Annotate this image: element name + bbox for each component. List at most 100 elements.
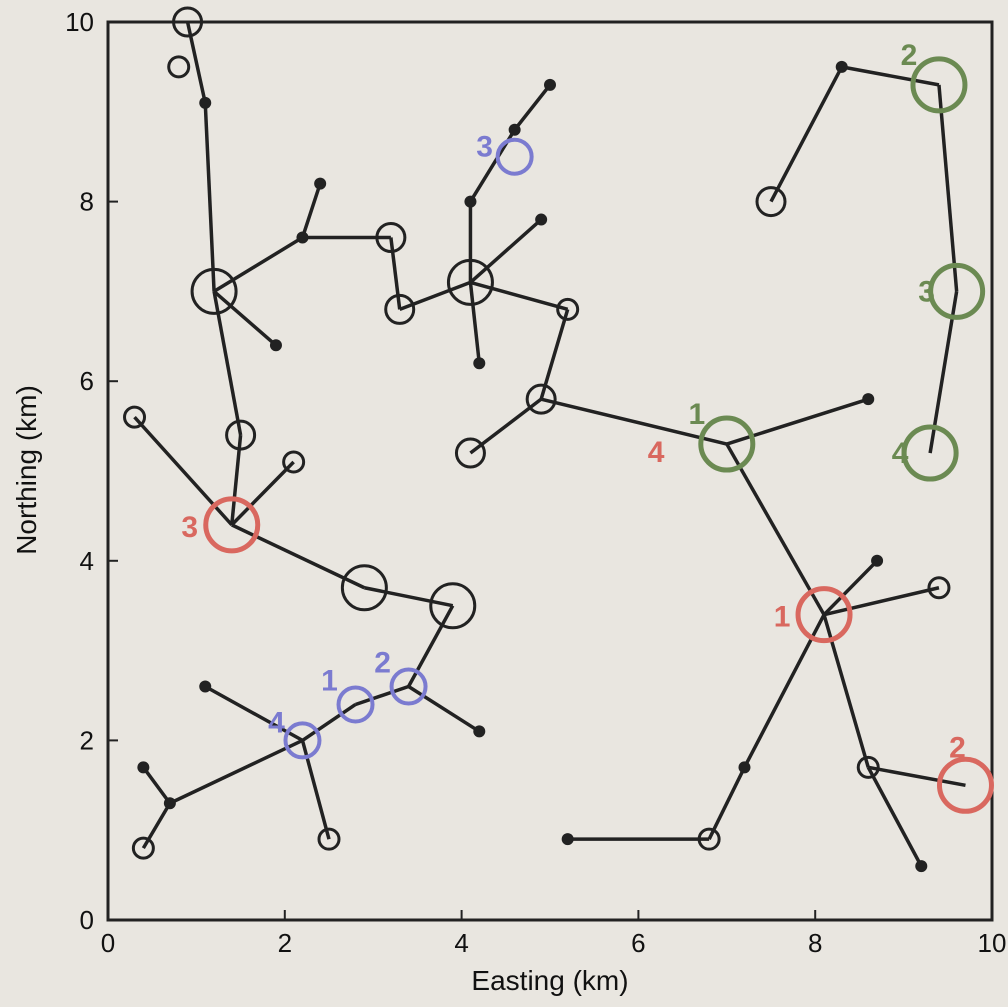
highlight-circle-red [795, 586, 853, 644]
x-tick-label: 8 [808, 928, 822, 958]
highlight-label-blue: 4 [268, 706, 285, 739]
highlight-circle-green [901, 424, 959, 482]
node-circle [454, 437, 486, 469]
network-edge [354, 684, 410, 707]
highlight-label-green: 2 [901, 39, 918, 72]
network-edge [213, 236, 304, 293]
node-dot [269, 339, 282, 352]
node-dot [871, 554, 884, 567]
node-circle [131, 836, 155, 860]
y-tick-label: 6 [80, 366, 94, 396]
node-dot [464, 195, 477, 208]
highlight-label-green: 4 [892, 437, 909, 470]
node-circle [190, 267, 238, 315]
node-dot [296, 231, 309, 244]
node-circle [556, 297, 580, 321]
x-tick-label: 6 [631, 928, 645, 958]
x-axis-label: Easting (km) [471, 965, 628, 996]
y-tick-label: 0 [80, 905, 94, 935]
network-edge [867, 765, 966, 788]
highlight-circle-green [910, 56, 968, 114]
highlight-circle-blue [389, 667, 428, 706]
extra-label-red: 4 [648, 436, 665, 469]
network-edge [469, 218, 543, 284]
network-edge [742, 613, 826, 769]
node-dot [508, 123, 521, 136]
node-circle [375, 222, 407, 254]
node-dot [862, 393, 875, 406]
y-tick-label: 8 [80, 187, 94, 217]
ticks-layer: 0 2 4 6 8 10 0 2 4 6 8 10 [65, 7, 1006, 958]
network-edge [841, 65, 940, 87]
highlight-circle-red [936, 756, 994, 814]
network-edge [469, 280, 569, 312]
network-edge [212, 291, 243, 436]
node-circle [697, 827, 721, 851]
highlight-circle-red [203, 496, 261, 554]
node-dot [561, 833, 574, 846]
x-tick-label: 4 [454, 928, 468, 958]
node-circle [856, 755, 880, 779]
highlight-label-red: 3 [181, 511, 198, 544]
network-edge [823, 586, 940, 617]
node-dot [314, 177, 327, 190]
network-edge [364, 586, 454, 608]
highlight-label-green: 1 [688, 398, 705, 431]
node-circle [167, 55, 191, 79]
network-edge [133, 415, 234, 527]
highlight-label-blue: 3 [476, 131, 493, 164]
node-circle [429, 582, 477, 630]
network-edge [725, 443, 826, 616]
node-dot [199, 680, 212, 693]
network-edge [389, 237, 402, 310]
node-circle [282, 450, 306, 474]
edges-layer [133, 21, 966, 867]
node-dot [473, 725, 486, 738]
y-tick-label: 10 [65, 7, 94, 37]
node-dot [163, 797, 176, 810]
node-circle [123, 405, 147, 429]
network-edge [230, 460, 295, 527]
node-circle [172, 6, 204, 38]
highlight-label-red: 1 [774, 601, 791, 634]
node-dot [544, 78, 556, 91]
highlight-label-blue: 1 [321, 664, 338, 697]
network-edge [212, 290, 278, 347]
node-dot [535, 213, 548, 226]
network-edge [937, 84, 959, 292]
network-edge [707, 766, 747, 840]
node-circle [755, 186, 787, 218]
node-dot [473, 357, 486, 370]
x-tick-label: 0 [101, 928, 115, 958]
network-edge [539, 308, 570, 400]
highlight-label-blue: 2 [374, 647, 391, 680]
highlight-circle-green [928, 262, 986, 320]
highlight-circle-blue [495, 137, 534, 176]
plot-frame [106, 20, 994, 922]
node-circle [317, 827, 341, 851]
node-dot [199, 96, 212, 109]
network-edge [822, 559, 879, 616]
y-tick-label: 2 [80, 725, 94, 755]
x-tick-label: 10 [978, 928, 1007, 958]
highlight-circle-blue [336, 685, 375, 724]
network-edge [540, 397, 728, 446]
node-circle [225, 419, 257, 451]
network-edge [513, 83, 552, 131]
network-edge [301, 703, 357, 742]
network-edge [141, 766, 172, 805]
highlight-label-red: 2 [949, 731, 966, 764]
network-edge [866, 766, 923, 867]
node-dot [915, 860, 928, 873]
network-edge [769, 66, 844, 203]
nodes-layer [123, 6, 951, 873]
node-circle [340, 564, 388, 612]
network-edge [407, 685, 481, 733]
network-edge [726, 397, 869, 446]
highlight-circle-blue [283, 721, 322, 760]
y-tick-label: 4 [80, 546, 94, 576]
y-axis-label: Northing (km) [11, 385, 42, 555]
network-edge [300, 183, 322, 239]
network-edge [169, 738, 304, 805]
